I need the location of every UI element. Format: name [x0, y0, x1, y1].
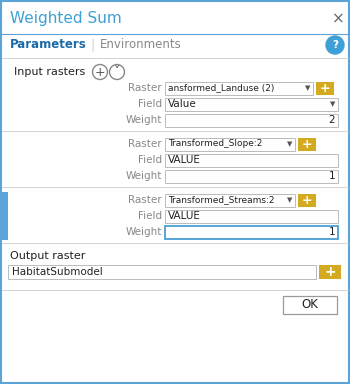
FancyBboxPatch shape: [165, 154, 338, 167]
FancyBboxPatch shape: [165, 169, 338, 182]
Text: Output raster: Output raster: [10, 251, 85, 261]
Text: +: +: [302, 137, 312, 151]
Text: ▼: ▼: [287, 197, 293, 203]
FancyBboxPatch shape: [316, 81, 334, 94]
FancyBboxPatch shape: [298, 137, 316, 151]
Text: VALUE: VALUE: [168, 155, 201, 165]
Text: Value: Value: [168, 99, 197, 109]
Text: Weight: Weight: [126, 171, 162, 181]
Text: Raster: Raster: [128, 195, 162, 205]
Text: OK: OK: [302, 298, 318, 311]
Circle shape: [326, 36, 344, 54]
Text: HabitatSubmodel: HabitatSubmodel: [12, 267, 103, 277]
Text: Transformed_Streams:2: Transformed_Streams:2: [168, 195, 274, 205]
Text: |: |: [91, 38, 95, 51]
Text: ▼: ▼: [305, 85, 311, 91]
FancyBboxPatch shape: [2, 192, 8, 240]
Text: ×: ×: [332, 12, 344, 26]
Text: +: +: [95, 66, 105, 78]
Text: ▼: ▼: [330, 101, 336, 107]
Text: 1: 1: [328, 227, 335, 237]
FancyBboxPatch shape: [165, 114, 338, 126]
Text: ˅: ˅: [114, 65, 120, 78]
Text: Weight: Weight: [126, 227, 162, 237]
FancyBboxPatch shape: [165, 98, 338, 111]
Text: Weighted Sum: Weighted Sum: [10, 12, 122, 26]
Text: Raster: Raster: [128, 139, 162, 149]
Text: +: +: [324, 265, 336, 279]
Text: Environments: Environments: [100, 38, 182, 51]
Text: Parameters: Parameters: [10, 38, 87, 51]
Text: Field: Field: [138, 99, 162, 109]
Text: Raster: Raster: [128, 83, 162, 93]
Text: 2: 2: [328, 115, 335, 125]
FancyBboxPatch shape: [165, 210, 338, 222]
Text: ▼: ▼: [287, 141, 293, 147]
Text: Weight: Weight: [126, 115, 162, 125]
FancyBboxPatch shape: [165, 137, 295, 151]
FancyBboxPatch shape: [165, 225, 338, 238]
Text: VALUE: VALUE: [168, 211, 201, 221]
Text: +: +: [320, 81, 330, 94]
Text: Input rasters: Input rasters: [14, 67, 85, 77]
Text: +: +: [302, 194, 312, 207]
Text: Field: Field: [138, 211, 162, 221]
FancyBboxPatch shape: [319, 265, 341, 279]
FancyBboxPatch shape: [165, 194, 295, 207]
Text: Transformed_Slope:2: Transformed_Slope:2: [168, 139, 262, 149]
FancyBboxPatch shape: [298, 194, 316, 207]
Text: 1: 1: [328, 171, 335, 181]
Text: ansformed_Landuse (2): ansformed_Landuse (2): [168, 83, 274, 93]
Text: ?: ?: [332, 40, 338, 50]
FancyBboxPatch shape: [8, 265, 316, 279]
FancyBboxPatch shape: [165, 81, 313, 94]
Text: Field: Field: [138, 155, 162, 165]
FancyBboxPatch shape: [283, 296, 337, 314]
